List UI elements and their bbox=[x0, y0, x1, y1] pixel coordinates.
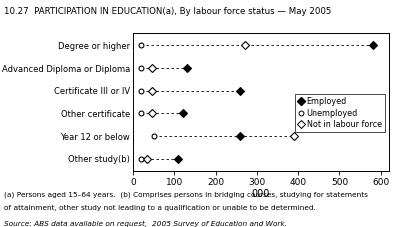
Text: (a) Persons aged 15–64 years.  (b) Comprises persons in bridging courses, studyi: (a) Persons aged 15–64 years. (b) Compri… bbox=[4, 192, 368, 198]
X-axis label: 000: 000 bbox=[252, 189, 270, 199]
Legend: Employed, Unemployed, Not in labour force: Employed, Unemployed, Not in labour forc… bbox=[295, 94, 385, 132]
Text: 10.27  PARTICIPATION IN EDUCATION(a), By labour force status — May 2005: 10.27 PARTICIPATION IN EDUCATION(a), By … bbox=[4, 7, 331, 16]
Text: of attainment, other study not leading to a qualification or unable to be determ: of attainment, other study not leading t… bbox=[4, 205, 316, 211]
Text: Source: ABS data available on request,  2005 Survey of Education and Work.: Source: ABS data available on request, 2… bbox=[4, 221, 287, 227]
